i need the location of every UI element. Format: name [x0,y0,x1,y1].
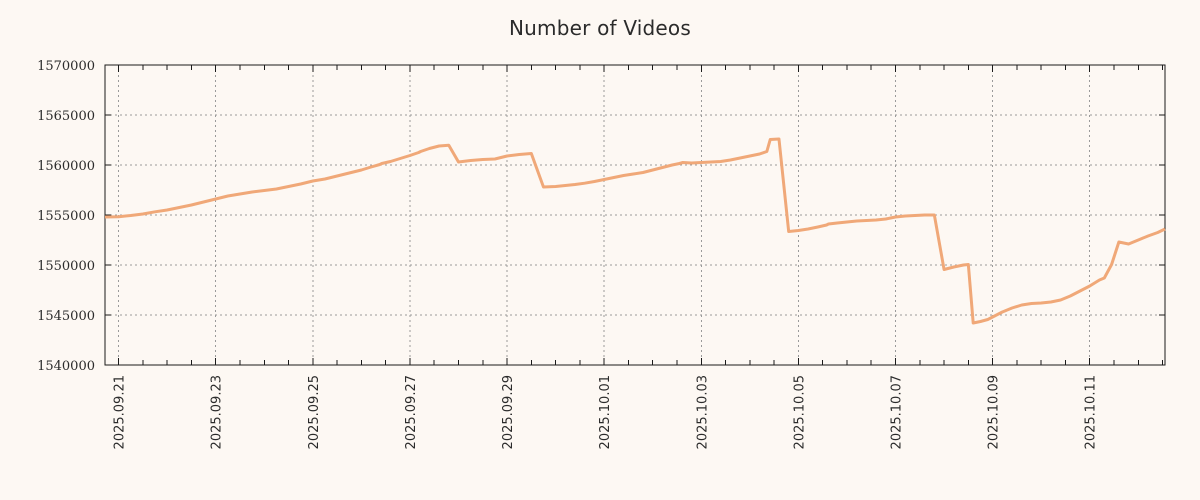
data-series-line [104,137,1166,325]
x-axis-tick-label: 2025.09.23 [210,375,225,449]
chart-title: Number of Videos [509,16,691,40]
x-axis-tick-label: 2025.10.01 [598,375,613,449]
y-axis-tick-label: 1540000 [37,359,95,374]
y-axis-tick-label: 1570000 [37,59,95,74]
x-axis-tick-label: 2025.10.09 [987,375,1002,449]
x-axis-tick-label: 2025.09.27 [404,375,419,449]
y-axis-tick-label: 1560000 [37,159,95,174]
y-axis-tick-label: 1565000 [37,109,95,124]
y-axis-tick-label: 1545000 [37,309,95,324]
x-axis-tick-label: 2025.10.07 [890,375,905,449]
y-axis-tick-labels: 1570000 1565000 1560000 1555000 1550000 15450… [37,59,95,374]
x-axis-tick-label: 2025.10.03 [695,375,710,449]
x-axis-tick-label: 2025.09.25 [307,375,322,449]
x-axis-tick-labels: 2025.09.21 2025.09.23 2025.09.25 2025.09.27… [113,375,1099,449]
x-axis-tick-label: 2025.10.11 [1084,375,1099,449]
horizontal-gridlines [105,64,1165,366]
vertical-gridlines [118,65,1091,365]
x-axis-tick-label: 2025.09.21 [113,375,128,449]
plot-frame-border [104,64,1166,366]
x-axis-tick-label: 2025.10.05 [792,375,807,449]
y-axis-tick-label: 1550000 [37,259,95,274]
y-axis-tick-label: 1555000 [37,209,95,224]
x-axis-tick-label: 2025.09.29 [501,375,516,449]
